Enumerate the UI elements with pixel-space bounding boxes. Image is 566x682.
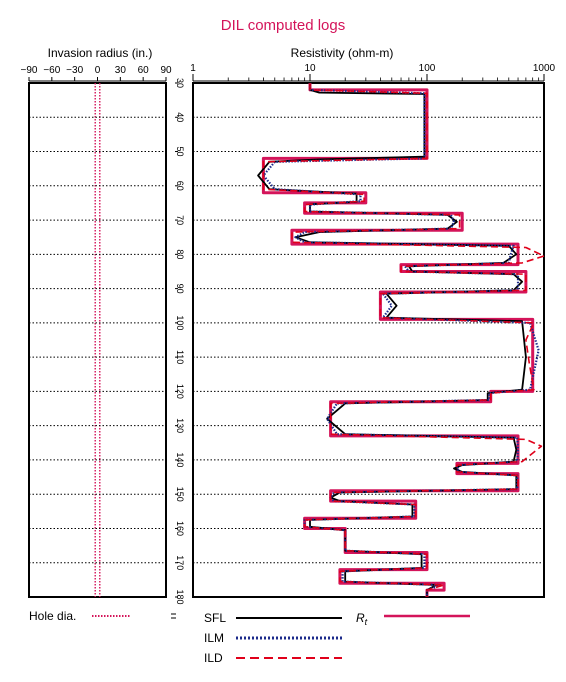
invasion-ticks: −90 −60 −30 0 30 60 90 [21,65,172,81]
series-sfl-line [257,83,527,597]
resistivity-panel: 1 10 100 1000 [29,63,556,598]
invasion-tick-label: −90 [21,65,38,76]
depth-label: 180 [175,589,185,604]
depth-gridlines [29,116,544,564]
log-curves [257,83,545,597]
legend-ild-label: ILD [204,651,223,665]
resistivity-axis-label: Resistivity (ohm-m) [291,46,394,60]
hole-diameter-lines [94,83,101,597]
series-ilm-line [262,83,540,597]
depth-axis: 30 40 50 60 70 80 90 100 110 120 130 140 150 160 170 18… [175,78,185,605]
depth-label: 100 [175,315,185,330]
depth-label: 80 [175,249,185,259]
depth-label: 130 [175,418,185,433]
legend-ilm-label: ILM [204,631,224,645]
invasion-tick-label: 30 [115,65,127,76]
depth-label: 60 [175,181,185,191]
depth-label: 160 [175,521,185,536]
depth-label: 30 [175,78,185,88]
legend-rt-subscript: t [365,617,368,627]
invasion-panel: −90 −60 −30 0 30 60 90 [21,65,172,598]
resistivity-ticks: 1 10 100 1000 [190,63,556,81]
legend-rt-letter: R [356,611,365,625]
invasion-tick-label: −30 [66,65,83,76]
series-ild-line [262,83,545,597]
legend-hole-label: Hole dia. [29,609,76,623]
chart-title: DIL computed logs [221,17,346,34]
invasion-tick-label: 0 [95,65,101,76]
invasion-tick-label: −60 [43,65,60,76]
invasion-axis-label: Invasion radius (in.) [48,46,153,60]
invasion-tick-label: 90 [160,65,172,76]
legend: Hole dia. SFL ILM ILD Rt [29,609,470,665]
legend-depth-marker [171,613,176,619]
invasion-tick-label: 60 [138,65,150,76]
depth-label: 70 [175,215,185,225]
legend-rt-label: Rt [356,611,368,627]
depth-label: 140 [175,452,185,467]
depth-label: 50 [175,147,185,157]
depth-label: 150 [175,487,185,502]
resistivity-panel-frame [192,82,545,598]
depth-label: 40 [175,112,185,122]
depth-label: 120 [175,384,185,399]
resistivity-tick-label: 1 [190,63,196,74]
resistivity-tick-label: 100 [419,63,436,74]
depth-label: 90 [175,284,185,294]
resistivity-tick-label: 10 [304,63,316,74]
invasion-panel-frame [28,82,167,598]
depth-label: 110 [175,350,185,364]
depth-label: 170 [175,555,185,570]
resistivity-tick-label: 1000 [533,63,556,74]
legend-sfl-label: SFL [204,611,226,625]
